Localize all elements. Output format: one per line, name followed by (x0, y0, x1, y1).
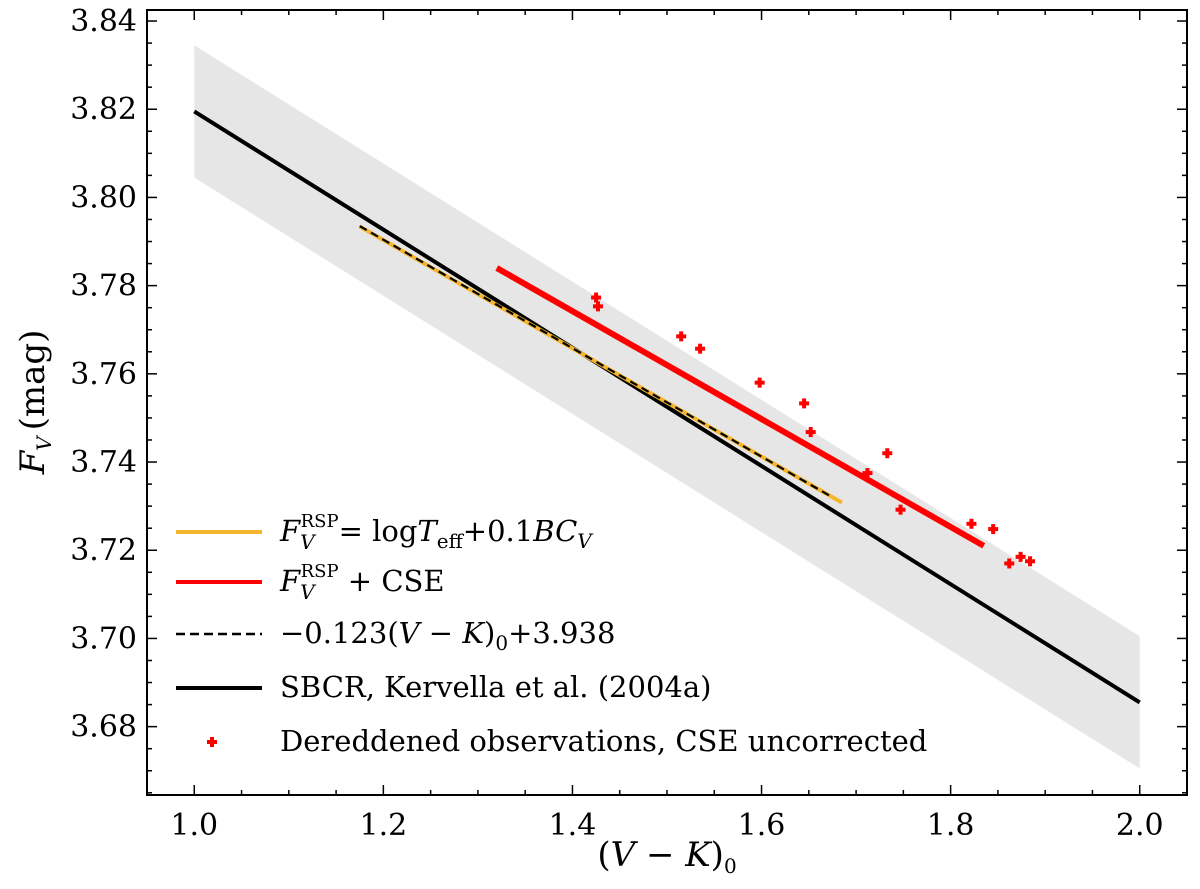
data-point-5 (799, 398, 810, 409)
data-point-13 (1015, 551, 1026, 562)
data-point-9 (895, 504, 906, 515)
legend-label-sbcr: SBCR, Kervella et al. (2004a) (280, 670, 711, 704)
legend: FVRSP= logTeff+0.1BCV FVRSP + CSE −0.123… (176, 511, 927, 758)
x-tick-label: 1.4 (549, 808, 597, 843)
data-point-0 (591, 292, 602, 303)
y-tick-label: 3.74 (70, 445, 137, 480)
x-tick-label: 1.2 (360, 808, 408, 843)
y-tick-label: 3.84 (70, 4, 137, 39)
data-point-8 (882, 448, 893, 459)
data-point-11 (988, 524, 999, 535)
data-point-4 (754, 377, 765, 388)
y-tick-label: 3.78 (70, 269, 137, 304)
y-tick-label: 3.68 (70, 710, 137, 745)
data-point-7 (862, 468, 873, 479)
legend-label-rsp: FVRSP= logTeff+0.1BCV (279, 511, 594, 554)
tick-layer: 1.0 1.2 1.4 1.6 1.8 2.0 3.68 3.70 3.72 3.74 3.76 3.… (70, 4, 1188, 843)
y-tick-label: 3.72 (70, 533, 137, 568)
data-point-12 (1004, 558, 1015, 569)
x-tick-label: 1.6 (738, 808, 786, 843)
y-tick-label: 3.80 (70, 180, 137, 215)
x-tick-label: 1.8 (927, 808, 975, 843)
y-tick-label: 3.70 (70, 621, 137, 656)
data-point-3 (695, 343, 706, 354)
legend-label-fit: −0.123(V − K)0+3.938 (280, 616, 615, 655)
data-point-2 (676, 331, 687, 342)
legend-label-obs: Dereddened observations, CSE uncorrected (280, 724, 927, 758)
data-point-14 (1025, 556, 1036, 567)
legend-swatch-obs (207, 737, 217, 747)
legend-label-cse: FVRSP + CSE (279, 561, 445, 604)
data-point-1 (592, 301, 603, 312)
series-line-3-f-v-rsp-cse (495, 265, 986, 549)
series-layer (193, 109, 1141, 705)
x-tick-label: 1.0 (170, 808, 218, 843)
data-point-6 (805, 427, 816, 438)
y-axis-title: FV(mag) (13, 330, 56, 476)
x-axis-title: (V − K)0 (597, 835, 736, 878)
x-tick-label: 2.0 (1116, 808, 1164, 843)
y-tick-label: 3.82 (70, 92, 137, 127)
data-point-10 (966, 518, 977, 529)
y-tick-label: 3.76 (70, 357, 137, 392)
series-line-0-sbcr-kervella-et-al-2004 (193, 109, 1141, 705)
